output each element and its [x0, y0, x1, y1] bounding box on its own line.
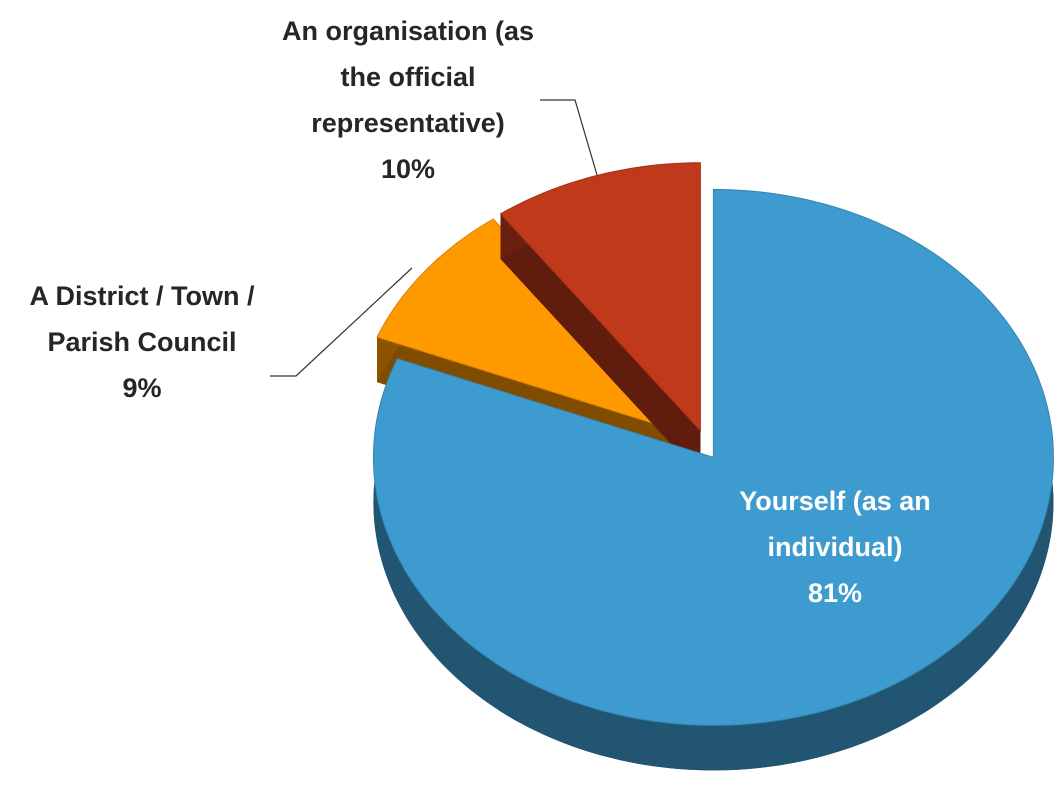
slice-side [500, 213, 701, 476]
slice [499, 162, 701, 432]
leader-line [270, 267, 413, 377]
category-label: A District / Town / Parish Council [29, 281, 255, 357]
value-label: 9% [122, 373, 162, 403]
value-label: 10% [380, 154, 436, 184]
slice-label: A District / Town / Parish Council 9% [12, 273, 272, 411]
value-label: 81% [807, 578, 863, 608]
slice [372, 188, 1054, 726]
category-label: An organisation (as the official represe… [281, 16, 535, 138]
slice-label: An organisation (as the official represe… [258, 8, 558, 192]
leader-line [540, 99, 598, 176]
category-label: Yourself (as an individual) [739, 486, 931, 562]
slice-label: Yourself (as an individual) 81% [690, 478, 980, 616]
